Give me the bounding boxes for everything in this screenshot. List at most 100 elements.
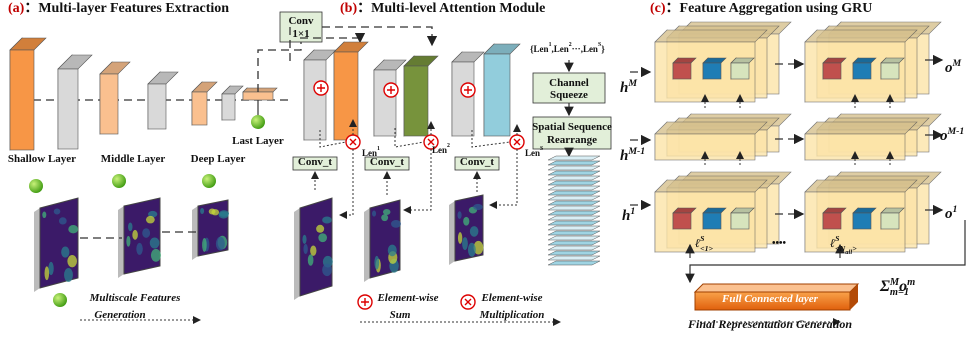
map-blob (61, 247, 69, 258)
sequence-slab (548, 191, 600, 195)
map-blob (383, 209, 390, 215)
channel-squeeze: Channel (549, 77, 589, 89)
math-part: ,Len (581, 44, 598, 54)
conv-size: 1×1 (292, 28, 309, 40)
map-blob (45, 266, 50, 280)
cuboid-top (100, 62, 130, 74)
math-part: m (907, 277, 915, 288)
cuboid-top (484, 44, 520, 54)
map-blob (128, 223, 132, 232)
panel-title: (c)：Feature Aggregation using GRU (650, 1, 872, 16)
cuboid-top (10, 38, 46, 50)
map-blob (310, 246, 316, 256)
math-part: o (899, 278, 907, 295)
map-edge (364, 208, 370, 282)
map-blob (470, 226, 479, 237)
fc-label: Full Connected layer (721, 293, 819, 305)
map-blob (200, 208, 204, 214)
math-part: M-1 (947, 126, 965, 137)
green-ball (112, 174, 126, 188)
math-part: o (940, 128, 948, 144)
math-part: Len (362, 148, 377, 158)
map-edge (118, 206, 124, 278)
sum-op (314, 81, 328, 95)
sum-label: Σm=1Mom (879, 277, 915, 298)
map-blob (209, 208, 216, 214)
map-blob (64, 268, 73, 282)
cuboid-top (243, 88, 277, 92)
cuboid (148, 72, 178, 129)
cuboid (404, 56, 438, 136)
legend-text: Element-wise (480, 292, 542, 304)
cuboid-front (853, 63, 871, 79)
map-blob (473, 204, 483, 210)
panel-label: (c) (650, 1, 666, 16)
math-part: M-1 (627, 146, 645, 157)
cuboid-front (703, 213, 721, 229)
cuboid (100, 62, 130, 134)
cuboid (58, 55, 92, 149)
mul-op (346, 135, 360, 149)
map-blob (59, 217, 67, 224)
fc-box (695, 284, 858, 292)
o-label: oM (945, 58, 962, 76)
sequence-slab (548, 221, 600, 225)
math-part: h (620, 80, 628, 96)
feature-map (449, 195, 483, 265)
math-part: S (540, 146, 543, 152)
math-part: h (622, 208, 630, 224)
map-blob (150, 237, 160, 248)
feature-map (192, 200, 229, 260)
math-part: Σ (879, 278, 890, 295)
mul-op (510, 135, 524, 149)
green-ball (202, 174, 216, 188)
cuboid-front (452, 62, 474, 136)
math-part: <N (835, 244, 845, 253)
cuboid-front (404, 66, 428, 136)
cuboid-front (823, 63, 841, 79)
rearrange: Spatial Sequence (532, 121, 612, 133)
feature-map (364, 200, 401, 282)
math-part: S (700, 234, 705, 243)
cuboid-front (304, 60, 326, 140)
map-blob (219, 210, 229, 217)
sum-op (384, 83, 398, 97)
conv-t-label: Conv_t (460, 156, 495, 168)
map-blob (391, 220, 401, 228)
layer-label: Shallow Layer (8, 153, 76, 165)
map-blob (468, 243, 476, 257)
cuboid-front (58, 69, 78, 149)
map-blob (372, 210, 376, 216)
map-blob (322, 264, 332, 277)
map-blob (462, 237, 468, 250)
map-blob (126, 236, 130, 247)
cuboid-top (374, 60, 406, 70)
sequence-slab (548, 161, 600, 165)
cuboid-top (452, 52, 484, 62)
cuboid-top (192, 82, 217, 92)
sequence-slab (548, 216, 600, 220)
map-blob (202, 238, 207, 252)
cuboid-front (673, 213, 691, 229)
sum-op (358, 295, 372, 309)
sequence-slab (548, 251, 600, 255)
connector (340, 149, 353, 215)
o-label: o1 (945, 204, 957, 222)
map-blob (316, 225, 324, 233)
math-part: } (601, 44, 605, 54)
map-blob (68, 225, 78, 233)
cuboid-front (334, 52, 358, 140)
cuboid-front (823, 213, 841, 229)
layer-label: Deep Layer (191, 153, 246, 165)
map-blob (136, 243, 142, 255)
cuboid-top (148, 72, 178, 84)
legend-text: Generation (94, 309, 145, 321)
math-part: 2 (447, 143, 450, 149)
cuboid-top (655, 30, 767, 42)
sequence-slab (548, 186, 600, 190)
cuboid (243, 88, 277, 100)
conv-t-label: Conv_t (298, 156, 333, 168)
map-blob (48, 262, 53, 275)
map (124, 198, 160, 274)
h-label: h1 (622, 206, 635, 224)
